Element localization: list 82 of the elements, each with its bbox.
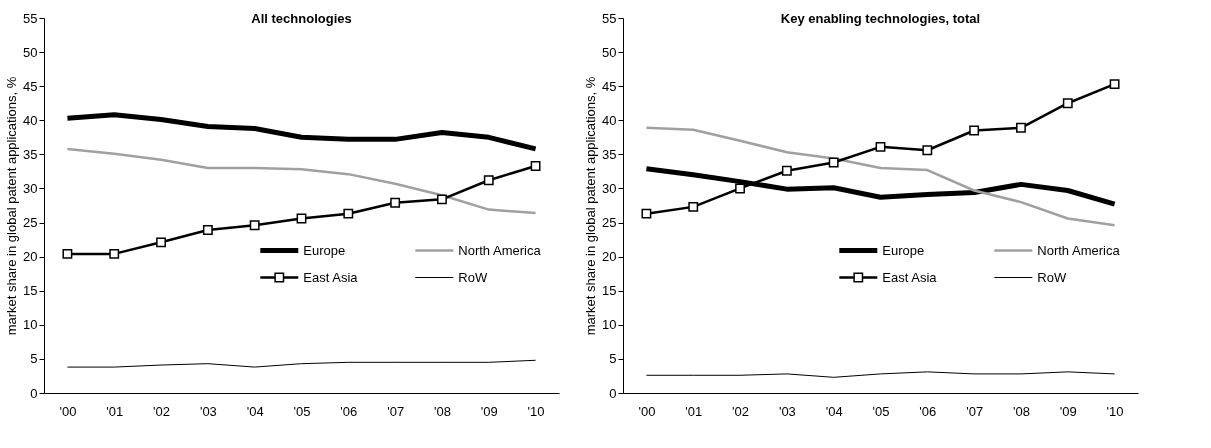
point [875,141,886,152]
point [969,125,980,136]
legend-label: RoW [1037,269,1067,285]
y-tick-label: 5 [609,351,617,367]
y-axis-title: market share in global patent applications, % [583,76,599,336]
x-tick-label: '08 [1012,403,1030,419]
y-tick-label: 45 [23,78,38,94]
x-tick-label: '00 [59,403,77,419]
point [828,157,839,168]
y-tick-label: 40 [602,112,617,128]
point [1062,98,1073,109]
legend-label: North America [458,242,542,258]
chart-title: All technologies [251,11,352,26]
x-tick-label: '06 [340,403,358,419]
y-tick-label: 55 [23,10,38,26]
y-tick-label: 0 [30,385,38,401]
line-series [66,359,537,368]
y-tick-label: 15 [23,283,38,299]
x-tick-label: '05 [293,403,311,419]
point [735,183,745,194]
point [781,165,792,176]
y-tick-label: 20 [23,249,38,265]
x-tick-label: '03 [778,403,796,419]
point [530,161,541,171]
x-tick-label: '08 [433,403,451,419]
point [1016,122,1026,133]
point [922,145,933,156]
y-tick-label: 35 [602,146,617,162]
x-tick-label: '02 [732,403,750,419]
point [1109,79,1120,90]
x-tick-label: '09 [480,403,498,419]
x-tick-label: '06 [919,403,937,419]
y-tick-label: 10 [602,317,617,333]
legend-label: North America [1037,242,1121,258]
legend-label: East Asia [882,269,938,285]
y-tick-label: 40 [23,112,38,128]
y-tick-label: 50 [23,44,38,60]
y-tick-label: 5 [30,351,38,367]
chart-title: Key enabling technologies, total [780,11,981,26]
x-tick-label: '01 [106,403,124,419]
y-tick-label: 30 [23,180,38,196]
point [688,201,699,212]
y-tick-label: 0 [609,385,617,401]
x-tick-label: '04 [825,403,843,419]
x-tick-label: '00 [638,403,656,419]
point [156,237,166,248]
legend-label: Europe [303,242,346,258]
line-series [66,147,537,215]
point [641,208,652,219]
legend-label: RoW [458,269,488,285]
x-tick-label: '10 [527,403,545,419]
y-tick-label: 50 [602,44,617,60]
point [437,194,447,205]
y-tick-label: 20 [602,249,617,265]
legend-label: Europe [882,242,925,258]
point [483,175,494,186]
x-tick-label: '10 [1106,403,1124,419]
point [390,197,401,208]
point [343,208,354,219]
point [202,225,213,235]
x-tick-label: '01 [685,403,703,419]
y-axis-title: market share in global patent applications, % [4,76,20,336]
x-tick-label: '05 [872,403,890,419]
y-tick-label: 25 [602,215,617,231]
y-tick-label: 25 [23,215,38,231]
x-tick-label: '09 [1059,403,1077,419]
x-tick-label: '07 [387,403,405,419]
y-tick-label: 30 [602,180,617,196]
point [249,220,260,231]
x-tick-label: '03 [199,403,217,419]
x-tick-label: '04 [246,403,264,419]
point [62,248,73,259]
y-tick-label: 45 [602,78,617,94]
y-tick-label: 10 [23,317,38,333]
y-tick-label: 55 [602,10,617,26]
legend-label: East Asia [303,269,359,285]
line-series [645,126,1116,227]
point [109,248,120,259]
y-tick-label: 15 [602,283,617,299]
x-tick-label: '02 [153,403,171,419]
y-tick-label: 35 [23,146,38,162]
x-tick-label: '07 [966,403,984,419]
